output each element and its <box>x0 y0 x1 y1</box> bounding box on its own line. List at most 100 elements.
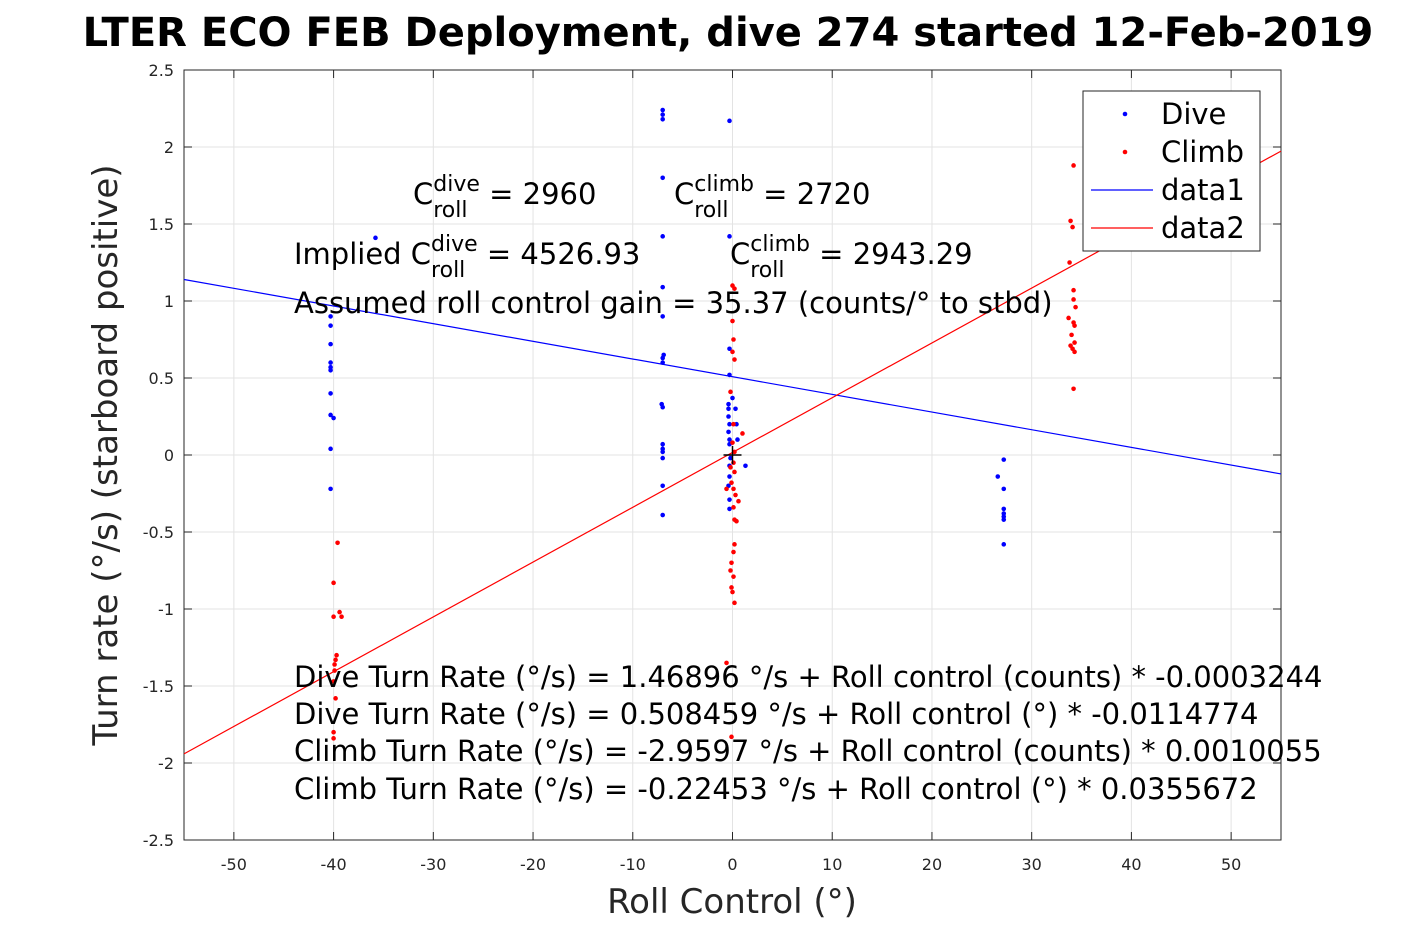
climb-point <box>337 609 342 615</box>
dive-point <box>1001 517 1007 522</box>
climb-point <box>728 465 733 470</box>
x-axis-label: Roll Control (°) <box>607 882 857 922</box>
climb-point <box>734 518 739 524</box>
dive-point <box>328 341 333 347</box>
dive-point <box>328 323 333 328</box>
legend-label: Dive <box>1161 97 1226 131</box>
dive-point <box>328 486 333 492</box>
y-tick-label: -1.5 <box>143 677 174 696</box>
y-tick-label: 2.5 <box>149 61 174 80</box>
climb-point <box>339 614 344 619</box>
dive-point <box>328 391 333 396</box>
climb-point <box>331 614 336 619</box>
dive-point <box>660 284 665 290</box>
climb-point <box>731 505 736 510</box>
climb-point <box>732 542 737 547</box>
x-tick-label: 20 <box>922 855 942 874</box>
dive-point <box>660 441 665 447</box>
climb-point <box>724 660 729 666</box>
x-tick-label: -10 <box>620 855 646 874</box>
legend-label: Climb <box>1161 135 1244 169</box>
climb-point <box>331 729 336 735</box>
climb-point <box>731 574 736 579</box>
dive-point <box>328 314 333 319</box>
climb-point <box>332 662 337 667</box>
dive-point <box>328 412 333 418</box>
dive-point <box>727 346 732 352</box>
coefficient-annotation: Implied Cdive roll = 4526.93 <box>294 232 640 283</box>
y-tick-label: 0.5 <box>149 369 174 388</box>
climb-point <box>332 668 337 673</box>
gain-annotation: Assumed roll control gain = 35.37 (count… <box>294 286 1053 320</box>
y-tick-label: -0.5 <box>143 523 174 542</box>
climb-point <box>731 421 736 427</box>
legend: Dive Climb data1 data2 <box>1082 90 1261 252</box>
fit-equation: Climb Turn Rate (°/s) = -0.22453 °/s + R… <box>294 772 1258 806</box>
climb-point <box>333 696 338 701</box>
dive-point <box>727 497 732 502</box>
dive-point <box>1001 542 1007 547</box>
fit-equation: Climb Turn Rate (°/s) = -2.9597 °/s + Ro… <box>294 734 1322 768</box>
legend-marker <box>1122 111 1128 117</box>
climb-point <box>1072 340 1077 345</box>
dive-point <box>331 415 336 421</box>
climb-point <box>729 585 734 590</box>
x-tick-label: 0 <box>727 855 737 874</box>
dive-point <box>660 107 665 113</box>
climb-point <box>733 492 738 498</box>
dive-point <box>730 395 735 401</box>
x-tick-label: 50 <box>1221 855 1241 874</box>
legend-label: data2 <box>1161 211 1245 245</box>
dive-point <box>660 512 665 518</box>
climb-point <box>731 549 736 555</box>
legend-label: data1 <box>1161 173 1245 207</box>
climb-point <box>331 580 336 586</box>
dive-point <box>735 437 740 442</box>
climb-point <box>740 431 745 436</box>
y-tick-label: 0 <box>164 446 174 465</box>
dive-point <box>660 360 665 365</box>
dive-point <box>1001 457 1007 462</box>
climb-point <box>732 449 737 455</box>
dive-point <box>743 463 748 469</box>
dive-point <box>726 406 731 412</box>
climb-point <box>730 349 735 355</box>
dive-point <box>660 175 665 181</box>
climb-point <box>728 389 733 395</box>
fit-equation: Dive Turn Rate (°/s) = 1.46896 °/s + Rol… <box>294 660 1322 694</box>
dive-point <box>726 429 731 435</box>
dive-point <box>660 112 665 117</box>
dive-point <box>726 414 731 419</box>
x-tick-label: 10 <box>822 855 842 874</box>
dive-point <box>995 474 1001 479</box>
x-tick-label: -50 <box>221 855 247 874</box>
climb-point <box>732 469 737 475</box>
x-tick-label: -40 <box>321 855 347 874</box>
dive-point <box>328 446 333 452</box>
dive-point <box>727 118 732 124</box>
dive-point <box>660 355 665 361</box>
y-tick-label: -2.5 <box>143 831 174 850</box>
dive-point <box>733 406 738 412</box>
y-tick-label: 1.5 <box>149 215 174 234</box>
climb-point <box>732 600 737 606</box>
climb-point <box>736 498 741 504</box>
dive-point <box>727 506 732 512</box>
dive-point <box>660 404 665 410</box>
climb-point <box>1071 287 1076 293</box>
origin-marker <box>723 446 742 464</box>
climb-point <box>728 568 733 573</box>
climb-point <box>1066 315 1071 321</box>
x-tick-label: -30 <box>420 855 446 874</box>
y-axis-label: Turn rate (°/s) (starboard positive) <box>86 164 126 746</box>
climb-point <box>724 486 729 492</box>
climb-point <box>331 679 336 684</box>
coefficient-annotation: Cclimb roll = 2720 <box>674 172 871 223</box>
climb-point <box>1069 332 1074 338</box>
dive-point <box>660 314 665 319</box>
dive-point <box>727 372 732 378</box>
climb-point <box>729 480 734 486</box>
dive-point <box>328 360 333 365</box>
annotations: Cdive roll = 2960 Cclimb roll = 2720 Implied… <box>294 172 1322 806</box>
climb-point <box>1071 386 1076 392</box>
